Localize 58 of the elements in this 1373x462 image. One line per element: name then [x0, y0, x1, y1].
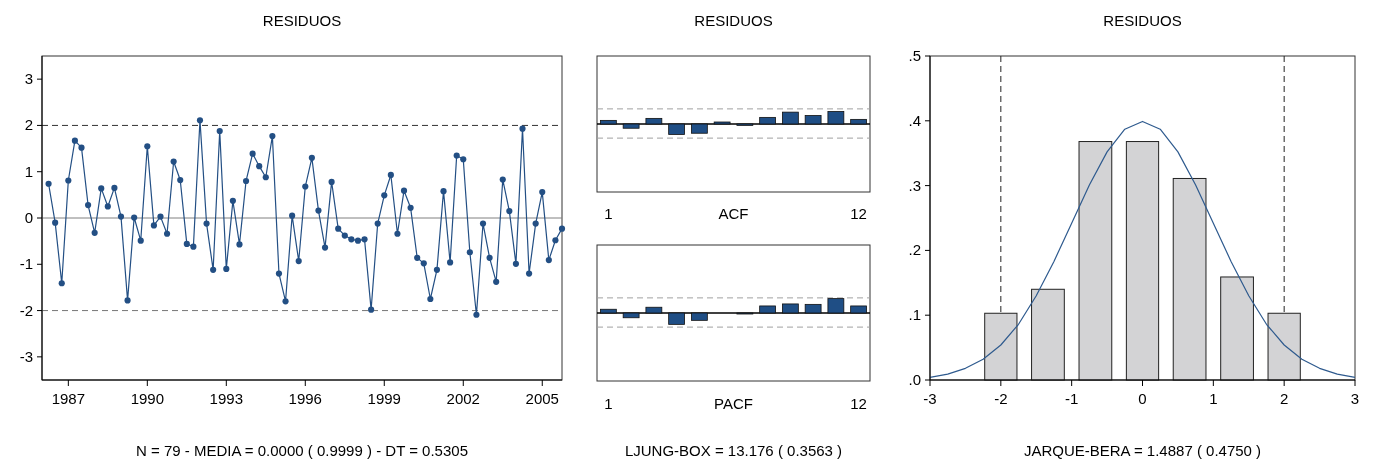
bar [827, 111, 845, 125]
bar [691, 123, 708, 134]
bar [850, 118, 867, 125]
y-tick-label: .4 [908, 111, 921, 129]
x-tick-label: 1990 [130, 390, 164, 407]
bar [600, 119, 617, 125]
x-tick-label: 12 [850, 205, 867, 222]
bar [850, 305, 867, 314]
y-tick-label: -2 [19, 301, 33, 319]
bar [668, 123, 685, 135]
bar [645, 306, 663, 314]
bar [713, 121, 731, 125]
x-tick-label: 3 [1350, 390, 1360, 407]
y-tick-label: .2 [908, 241, 921, 259]
bar [645, 117, 663, 125]
x-tick-label: 2002 [446, 390, 480, 407]
x-tick-label: 0 [1138, 390, 1147, 407]
x-tick-label: 1 [1209, 390, 1218, 407]
bar [804, 303, 822, 314]
y-tick-label: .5 [908, 47, 921, 64]
chart-title: RESIDUOS [694, 12, 773, 29]
bar [691, 312, 708, 321]
y-tick-label: -3 [19, 347, 33, 365]
x-tick-label: 12 [850, 395, 867, 412]
bar [622, 123, 640, 129]
x-tick-label: -2 [994, 390, 1008, 407]
x-tick-label: 1987 [51, 390, 86, 407]
bar [782, 111, 799, 125]
chart-title: RESIDUOS [262, 12, 342, 29]
y-tick-label: 3 [24, 70, 33, 88]
bar [827, 298, 845, 314]
x-tick-label: -3 [923, 390, 937, 407]
y-tick-label: .0 [908, 371, 921, 388]
text: JARQUE-BERA = 1.4887 ( 0.4750 ) [1023, 442, 1262, 459]
x-tick-label: 1996 [288, 390, 322, 407]
y-tick-label: 1 [24, 162, 33, 180]
chart-title: RESIDUOS [1103, 12, 1182, 29]
x-tick-label: -1 [1064, 390, 1079, 407]
y-tick-label: .3 [908, 176, 921, 194]
y-tick-label: -1 [19, 255, 33, 273]
x-tick-label: 1999 [367, 390, 401, 407]
bar [804, 115, 822, 125]
bar [782, 303, 799, 314]
x-axis-title: PACF [714, 395, 753, 412]
text: N = 79 - MEDIA = 0.0000 ( 0.9999 ) - DT = 0.5305 [136, 442, 468, 459]
bar [600, 308, 617, 314]
bar [759, 116, 776, 125]
x-tick-label: 2 [1279, 390, 1289, 407]
x-tick-label: 1993 [209, 390, 243, 407]
x-axis-title: ACF [718, 205, 749, 222]
x-tick-label: 2005 [525, 390, 559, 407]
bar [622, 312, 640, 319]
bar [668, 312, 685, 325]
y-tick-label: 2 [24, 116, 33, 134]
bar [759, 305, 776, 314]
text: LJUNG-BOX = 13.176 ( 0.3563 ) [624, 442, 843, 459]
y-tick-label: .1 [908, 306, 921, 324]
x-tick-label: 1 [604, 395, 613, 412]
